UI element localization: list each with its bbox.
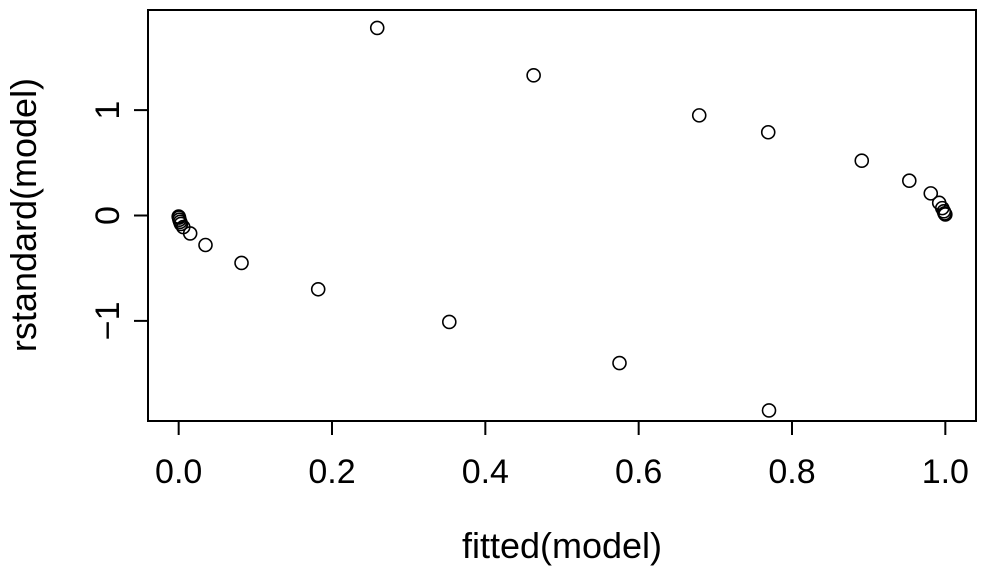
data-point [854, 153, 870, 168]
y-tick-label: 1 [89, 101, 127, 120]
data-point [173, 216, 189, 232]
x-axis: 0.0 0.2 0.4 0.6 0.8 1.0 [155, 420, 969, 491]
data-point [760, 124, 776, 140]
x-tick-label: 1.0 [922, 453, 969, 491]
y-axis-title: rstandard(model) [3, 78, 44, 352]
y-tick-label: 0 [89, 206, 127, 225]
x-tick-label: 0.8 [768, 453, 815, 491]
x-axis-title: fitted(model) [462, 525, 662, 566]
data-point [234, 255, 249, 271]
plot-frame [147, 9, 977, 422]
y-axis: −1 0 1 [89, 101, 149, 341]
data-point [310, 281, 326, 297]
y-tick-label: −1 [89, 302, 127, 341]
x-tick-label: 0.2 [308, 453, 355, 491]
data-point [691, 108, 707, 123]
data-points [171, 20, 953, 418]
data-point [198, 237, 213, 253]
x-tick-label: 0.4 [462, 453, 509, 491]
x-tick-label: 0.6 [615, 453, 662, 491]
data-point [923, 186, 939, 201]
data-point [612, 355, 627, 371]
data-point [938, 207, 953, 222]
data-point [369, 20, 385, 36]
x-tick-label: 0.0 [155, 453, 202, 491]
data-point [901, 173, 917, 189]
data-point [441, 314, 457, 330]
data-point [761, 403, 777, 418]
data-point [526, 68, 541, 83]
data-point [182, 226, 198, 241]
